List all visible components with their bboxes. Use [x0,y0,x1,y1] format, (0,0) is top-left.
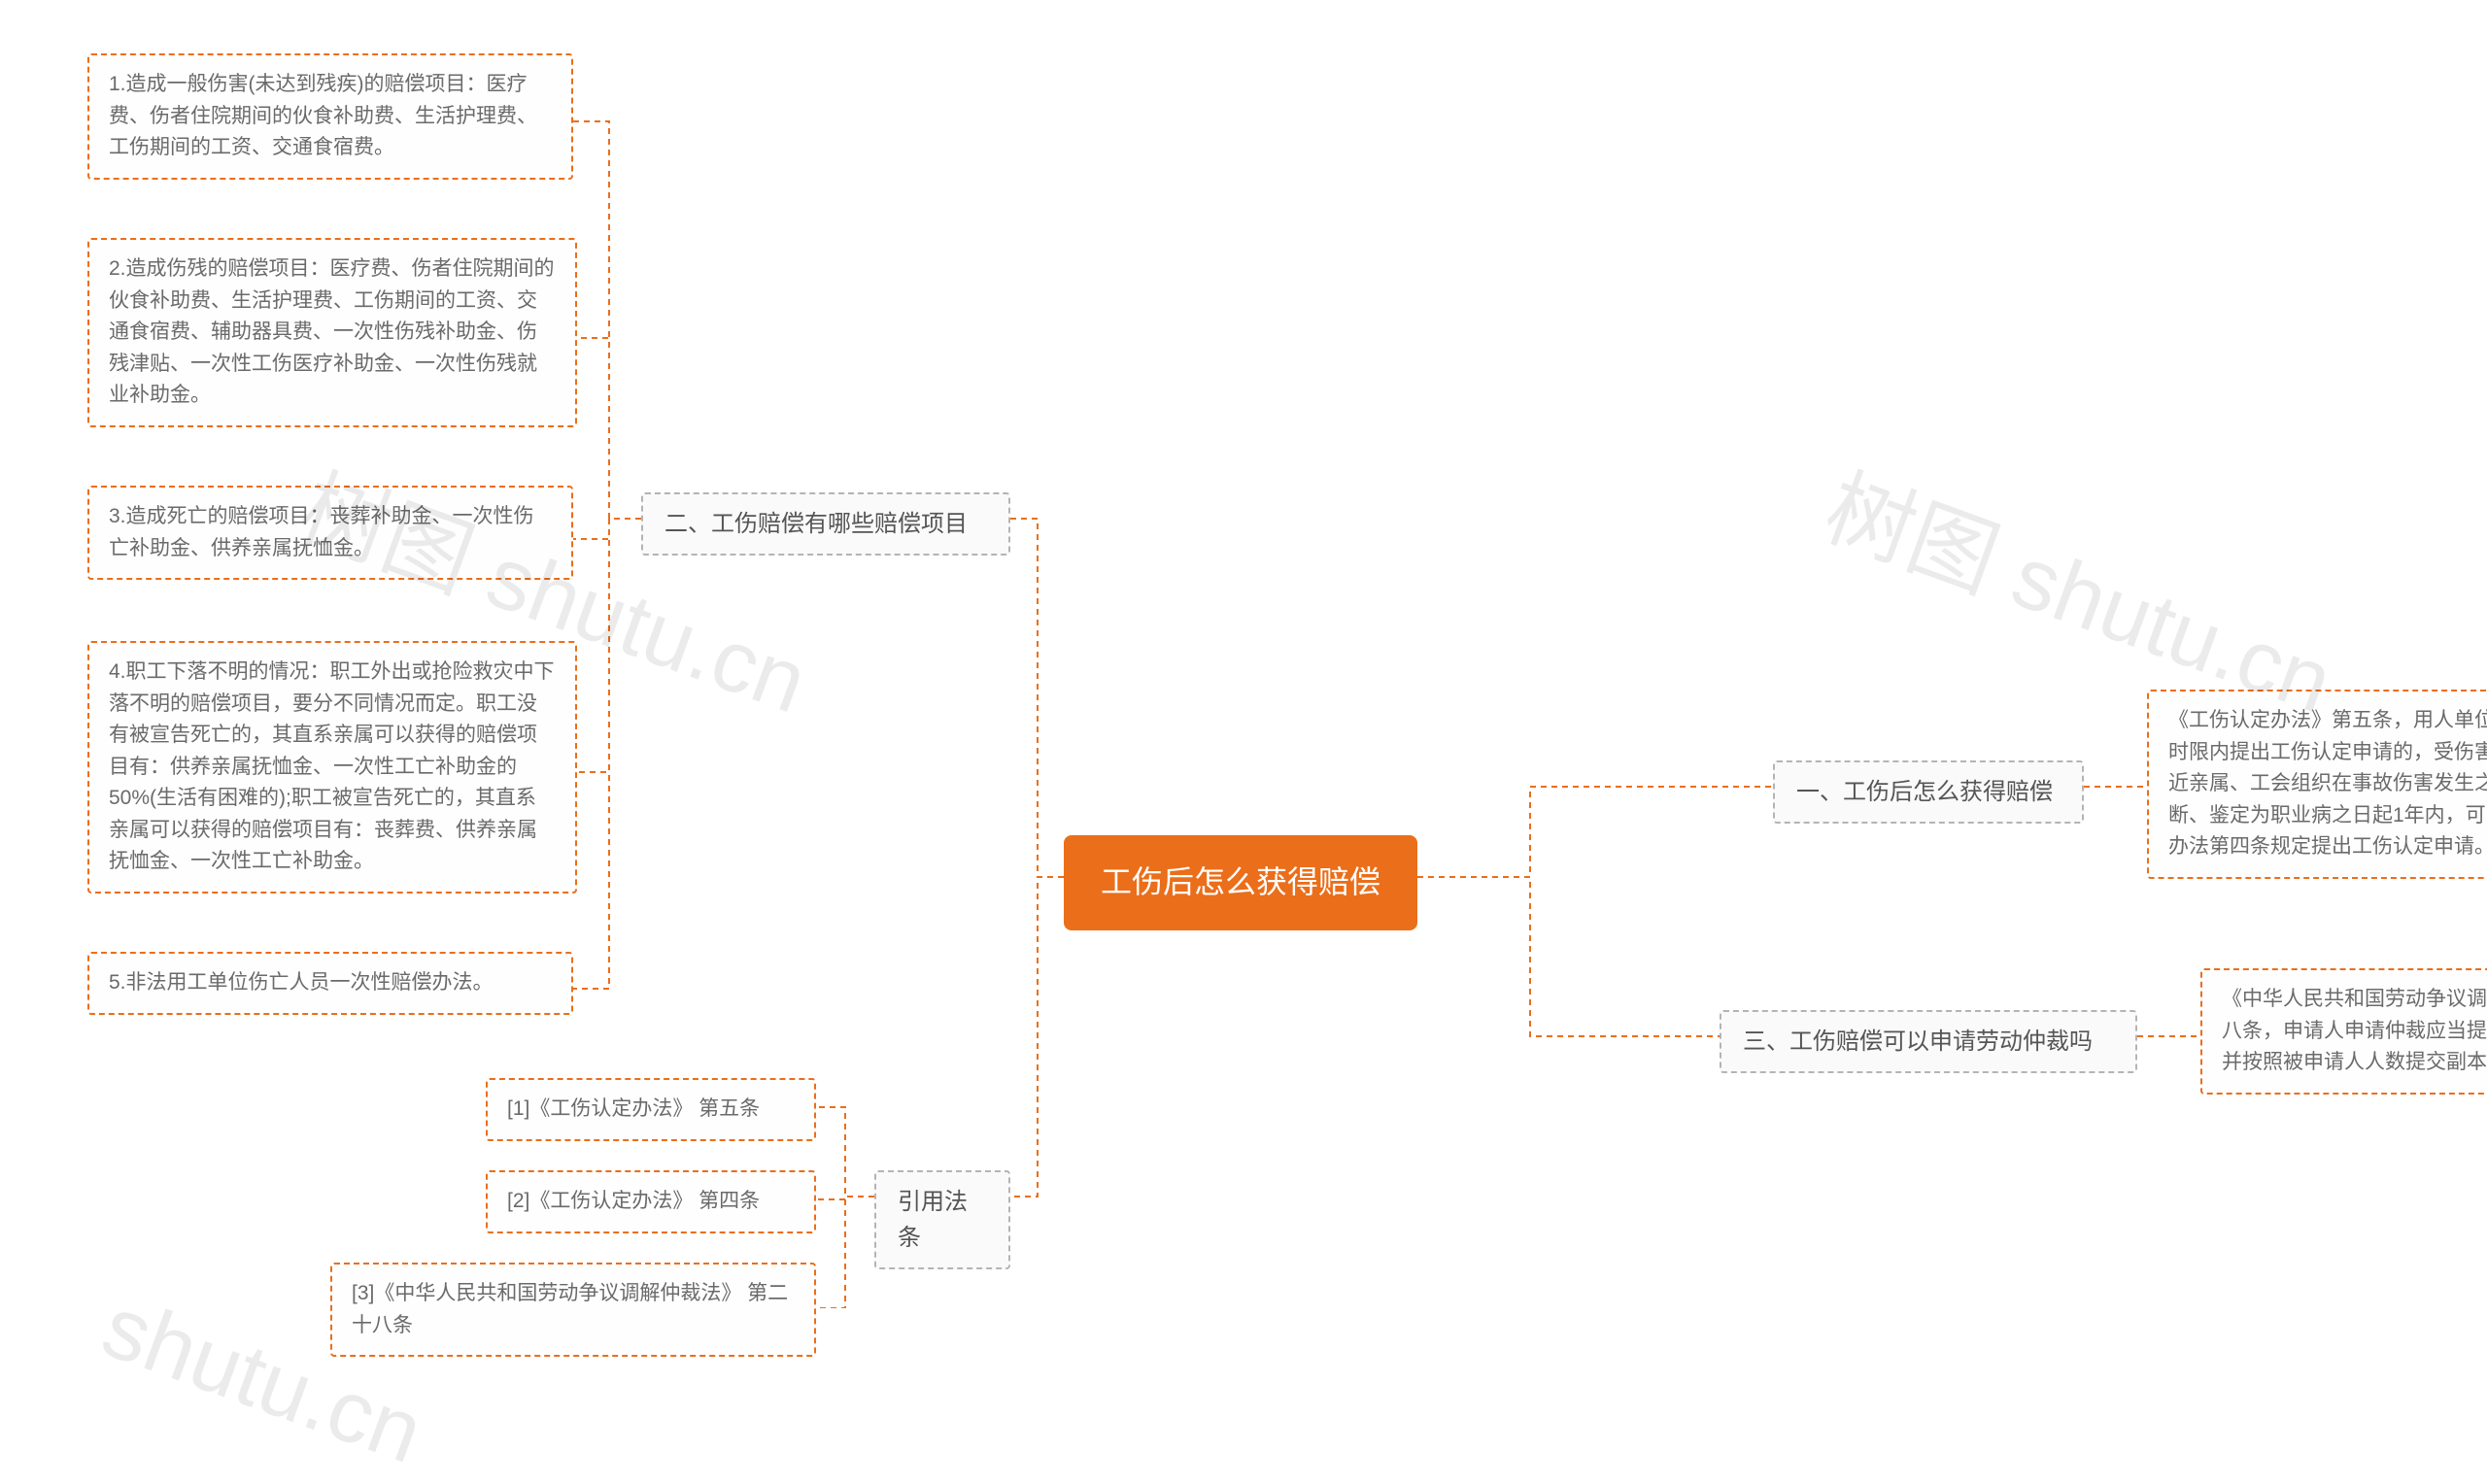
leaf-node[interactable]: [3]《中华人民共和国劳动争议调解仲裁法》 第二十八条 [330,1263,816,1357]
leaf-node[interactable]: [1]《工伤认定办法》 第五条 [486,1078,816,1141]
leaf-text: [2]《工伤认定办法》 第四条 [507,1190,760,1212]
branch-label: 一、工伤后怎么获得赔偿 [1796,779,2053,805]
leaf-text: 4.职工下落不明的情况：职工外出或抢险救灾中下落不明的赔偿项目，要分不同情况而定… [109,660,555,872]
branch-node[interactable]: 三、工伤赔偿可以申请劳动仲裁吗 [1720,1010,2137,1073]
leaf-text: 《工伤认定办法》第五条，用人单位未在规定的时限内提出工伤认定申请的，受伤害职工或… [2168,709,2487,858]
branch-label: 三、工伤赔偿可以申请劳动仲裁吗 [1743,1029,2093,1055]
branch-node[interactable]: 引用法条 [874,1170,1010,1269]
branch-label: 二、工伤赔偿有哪些赔偿项目 [664,511,968,537]
leaf-node[interactable]: 《中华人民共和国劳动争议调解仲裁法》第二十八条，申请人申请仲裁应当提交书面仲裁申… [2200,968,2487,1095]
leaf-text: 1.造成一般伤害(未达到残疾)的赔偿项目：医疗费、伤者住院期间的伙食补助费、生活… [109,73,537,158]
leaf-node[interactable]: [2]《工伤认定办法》 第四条 [486,1170,816,1233]
leaf-node[interactable]: 1.造成一般伤害(未达到残疾)的赔偿项目：医疗费、伤者住院期间的伙食补助费、生活… [87,53,573,180]
leaf-text: 2.造成伤残的赔偿项目：医疗费、伤者住院期间的伙食补助费、生活护理费、工伤期间的… [109,257,555,406]
center-label: 工伤后怎么获得赔偿 [1101,864,1380,899]
branch-node[interactable]: 二、工伤赔偿有哪些赔偿项目 [641,492,1010,556]
leaf-text: 5.非法用工单位伤亡人员一次性赔偿办法。 [109,971,494,994]
leaf-text: [3]《中华人民共和国劳动争议调解仲裁法》 第二十八条 [352,1282,788,1336]
leaf-node[interactable]: 5.非法用工单位伤亡人员一次性赔偿办法。 [87,952,573,1015]
leaf-node[interactable]: 4.职工下落不明的情况：职工外出或抢险救灾中下落不明的赔偿项目，要分不同情况而定… [87,641,577,894]
leaf-node[interactable]: 《工伤认定办法》第五条，用人单位未在规定的时限内提出工伤认定申请的，受伤害职工或… [2147,690,2487,879]
leaf-text: [1]《工伤认定办法》 第五条 [507,1097,760,1120]
mindmap-canvas: 工伤后怎么获得赔偿 一、工伤后怎么获得赔偿 《工伤认定办法》第五条，用人单位未在… [0,0,2487,1308]
branch-label: 引用法条 [898,1189,968,1251]
leaf-text: 3.造成死亡的赔偿项目：丧葬补助金、一次性伤亡补助金、供养亲属抚恤金。 [109,505,534,559]
leaf-text: 《中华人民共和国劳动争议调解仲裁法》第二十八条，申请人申请仲裁应当提交书面仲裁申… [2222,988,2487,1073]
leaf-node[interactable]: 2.造成伤残的赔偿项目：医疗费、伤者住院期间的伙食补助费、生活护理费、工伤期间的… [87,238,577,427]
leaf-node[interactable]: 3.造成死亡的赔偿项目：丧葬补助金、一次性伤亡补助金、供养亲属抚恤金。 [87,486,573,580]
center-node[interactable]: 工伤后怎么获得赔偿 [1064,835,1417,930]
branch-node[interactable]: 一、工伤后怎么获得赔偿 [1773,760,2084,824]
